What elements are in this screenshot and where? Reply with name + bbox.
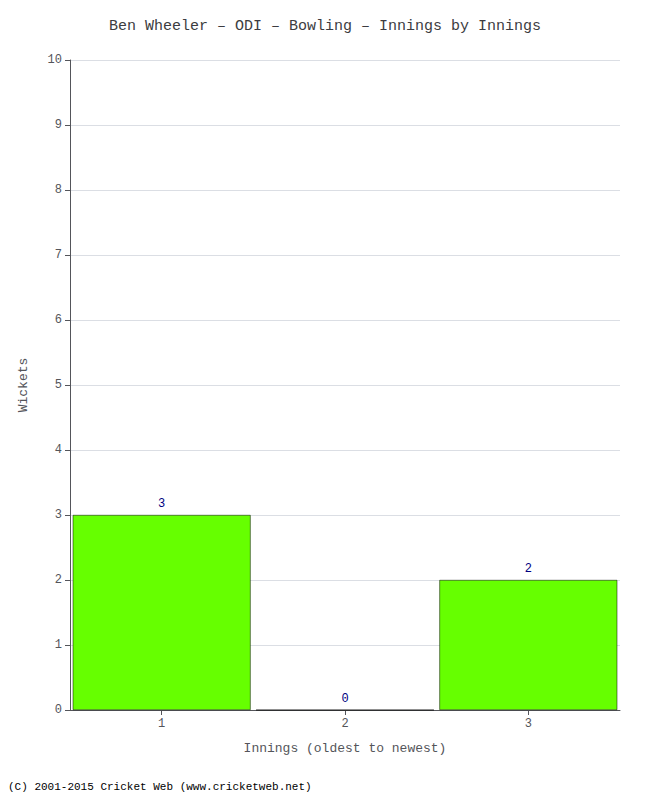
svg-text:0: 0 (55, 703, 62, 717)
svg-text:10: 10 (48, 53, 62, 67)
svg-text:0: 0 (341, 692, 348, 706)
svg-text:2: 2 (341, 717, 348, 731)
svg-text:7: 7 (55, 248, 62, 262)
svg-text:3: 3 (158, 497, 165, 511)
svg-text:(C) 2001-2015 Cricket Web (www: (C) 2001-2015 Cricket Web (www.cricketwe… (8, 781, 312, 793)
svg-text:2: 2 (55, 573, 62, 587)
svg-text:Ben Wheeler – ODI – Bowling –: Ben Wheeler – ODI – Bowling – Innings by… (109, 18, 541, 35)
svg-text:Wickets: Wickets (16, 358, 31, 413)
svg-text:6: 6 (55, 313, 62, 327)
svg-text:1: 1 (55, 638, 62, 652)
svg-text:3: 3 (525, 717, 532, 731)
svg-text:2: 2 (525, 562, 532, 576)
svg-text:4: 4 (55, 443, 62, 457)
svg-text:1: 1 (158, 717, 165, 731)
svg-text:5: 5 (55, 378, 62, 392)
svg-text:8: 8 (55, 183, 62, 197)
svg-text:3: 3 (55, 508, 62, 522)
svg-text:9: 9 (55, 118, 62, 132)
svg-text:Innings (oldest to newest): Innings (oldest to newest) (244, 741, 447, 756)
